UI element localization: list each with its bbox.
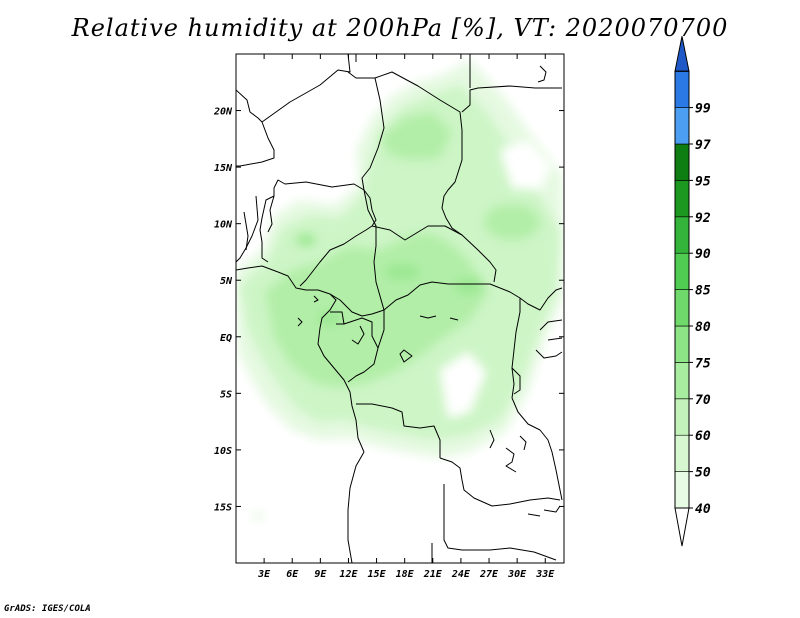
lon-tick-label: 6E xyxy=(286,569,299,580)
map-title: Relative humidity at 200hPa [%], VT: 202… xyxy=(71,14,729,42)
lon-tick-label: 15E xyxy=(368,569,387,580)
lat-tick-label: 20N xyxy=(213,107,233,118)
lat-tick-label: 15N xyxy=(214,163,233,174)
colorbar-lower-arrow xyxy=(674,507,690,547)
lon-tick-label: 3E xyxy=(257,569,271,580)
lon-tick-label: 21E xyxy=(423,569,443,580)
lat-tick-label: 10S xyxy=(214,446,232,457)
colorbar-box xyxy=(674,180,690,218)
latitude-axis: 20N 15N 10N 5N EQ 5S 10S 15S xyxy=(213,107,564,513)
humidity-shading-level-75 xyxy=(296,234,482,325)
colorbar-box xyxy=(674,325,690,363)
colorbar-label: 50 xyxy=(695,466,711,481)
colorbar-label: 75 xyxy=(695,356,711,371)
grads-credit: GrADS: IGES/COLA xyxy=(4,604,91,614)
colorbar-box xyxy=(674,289,690,327)
lon-tick-label: 18E xyxy=(396,569,415,580)
colorbar-upper-arrow xyxy=(674,36,690,72)
colorbar-box xyxy=(674,107,690,145)
colorbar-label: 92 xyxy=(695,211,711,226)
colorbar-box xyxy=(674,398,690,436)
lat-tick-label: 5S xyxy=(220,389,232,400)
lon-tick-label: 27E xyxy=(479,569,499,580)
humidity-field xyxy=(236,60,562,520)
lat-tick-label: 15S xyxy=(214,502,232,513)
colorbar-label: 40 xyxy=(695,502,711,517)
colorbar-label: 90 xyxy=(695,247,711,262)
colorbar-box xyxy=(674,362,690,400)
colorbar-label: 80 xyxy=(695,320,711,335)
colorbar-box xyxy=(674,70,690,108)
lon-tick-label: 24E xyxy=(451,569,471,580)
colorbar-label: 99 xyxy=(695,102,711,117)
lon-tick-label: 30E xyxy=(507,569,527,580)
lat-tick-label: 5N xyxy=(220,276,233,287)
longitude-axis: 3E 6E 9E 12E 15E 18E 21E 24E 27E 30E 33E xyxy=(257,54,555,580)
colorbar-label: 85 xyxy=(695,284,711,299)
lat-tick-label: EQ xyxy=(220,333,232,344)
colorbar-box xyxy=(674,143,690,181)
lon-tick-label: 12E xyxy=(339,569,358,580)
colorbar-label: 60 xyxy=(695,429,711,444)
map-frame xyxy=(235,53,565,564)
colorbar-box xyxy=(674,216,690,254)
country-borders xyxy=(236,54,563,563)
colorbar-label: 97 xyxy=(695,138,711,153)
lat-tick-label: 10N xyxy=(214,220,233,231)
colorbar-box xyxy=(674,434,690,472)
colorbar-label: 70 xyxy=(695,393,711,408)
lon-tick-label: 33E xyxy=(535,569,555,580)
colorbar-box xyxy=(674,471,690,509)
lon-tick-label: 9E xyxy=(314,569,327,580)
colorbar-box xyxy=(674,252,690,290)
colorbar: 40 50 60 70 75 80 85 90 92 95 97 99 xyxy=(674,36,711,547)
colorbar-label: 95 xyxy=(695,174,711,189)
